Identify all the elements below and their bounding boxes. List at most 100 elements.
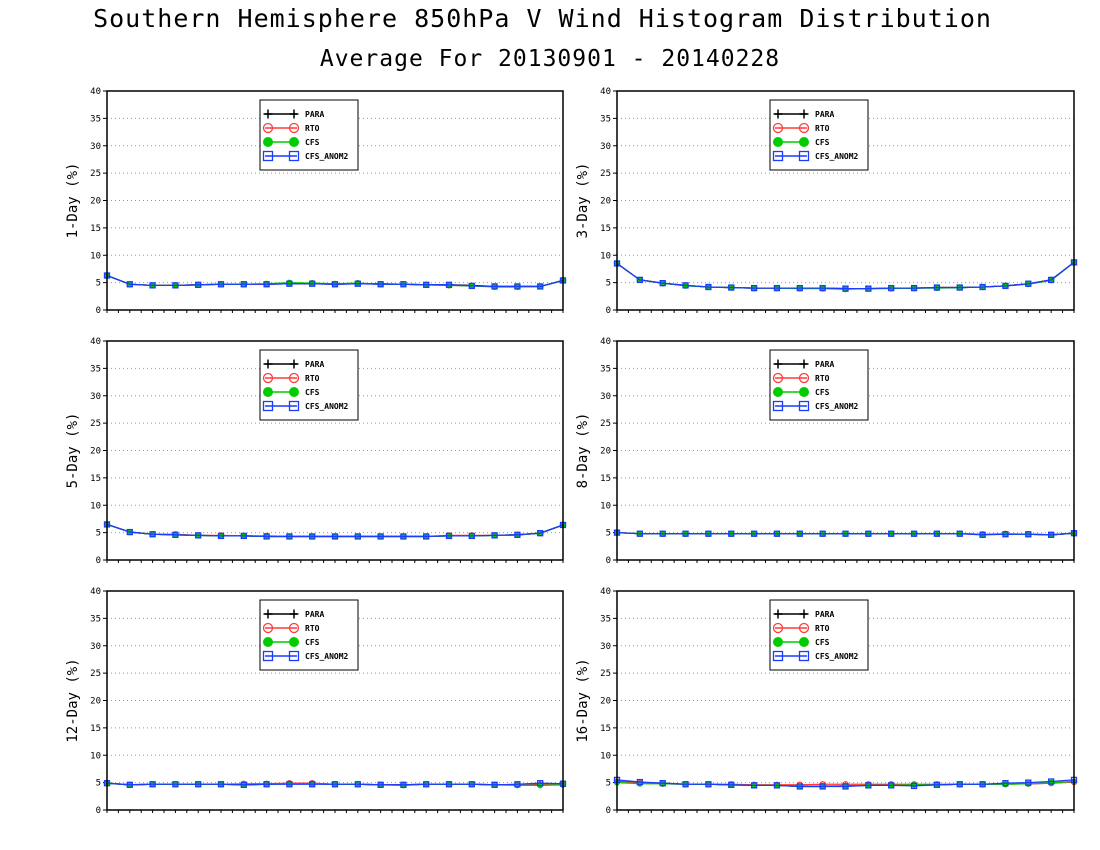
point-cfs_anom2 (979, 283, 986, 291)
panel-2: 0 5 10 15 20 25 30 35 40 3-Day (%) PARA RTO CFS CFS_A… (575, 87, 1078, 316)
point-cfs_anom2 (933, 284, 941, 291)
y-tick-label: 10 (90, 751, 101, 761)
point-cfs_anom2 (149, 531, 156, 538)
y-tick-label: 30 (600, 392, 611, 402)
point-cfs_anom2 (910, 782, 918, 790)
legend: PARA RTO CFS CFS_ANOM2 (769, 599, 869, 671)
y-tick-label: 20 (600, 447, 611, 457)
point-cfs_anom2 (149, 282, 156, 289)
point-cfs_anom2 (705, 530, 712, 537)
y-tick-label: 0 (606, 556, 611, 566)
point-cfs_anom2 (1002, 282, 1009, 290)
point-cfs_anom2 (263, 533, 270, 540)
y-tick-label: 25 (600, 419, 611, 429)
chart-title: Southern Hemisphere 850hPa V Wind Histog… (93, 4, 992, 33)
legend-item-cfs_anom2: CFS_ANOM2 (262, 650, 349, 662)
legend: PARA RTO CFS CFS_ANOM2 (259, 99, 359, 171)
point-cfs_anom2 (910, 530, 918, 537)
panel-5: 0 5 10 15 20 25 30 35 40 12-Day (%) PARA RTO CFS CFS_… (65, 587, 567, 816)
legend-box (259, 99, 359, 171)
point-cfs_anom2 (286, 781, 293, 788)
legend: PARA RTO CFS CFS_ANOM2 (769, 349, 869, 421)
y-tick-label: 0 (96, 806, 101, 816)
point-cfs_anom2 (636, 276, 643, 284)
point-cfs_anom2 (705, 283, 712, 291)
legend-item-cfs: CFS (263, 637, 320, 647)
point-cfs_anom2 (796, 284, 803, 292)
point-cfs_anom2 (445, 281, 453, 288)
point-cfs_anom2 (819, 783, 826, 790)
point-cfs_anom2 (491, 532, 498, 539)
legend-label: CFS (815, 638, 830, 647)
legend-item-rto: RTO (772, 122, 830, 134)
point-cfs_anom2 (842, 285, 849, 292)
y-tick-label: 15 (90, 224, 101, 234)
legend-item-cfs_anom2: CFS_ANOM2 (772, 400, 859, 412)
point-cfs_anom2 (400, 781, 407, 788)
y-tick-label: 15 (600, 474, 611, 484)
legend-label: RTO (305, 124, 320, 133)
legend-box (769, 349, 869, 421)
point-cfs_anom2 (773, 530, 781, 537)
point-cfs_anom2 (888, 530, 895, 537)
point-cfs_anom2 (331, 781, 339, 788)
legend-item-para: PARA (263, 609, 324, 619)
point-cfs_anom2 (445, 781, 453, 788)
plot-frame (616, 590, 1075, 811)
legend-item-cfs_anom2: CFS_ANOM2 (772, 650, 859, 662)
point-cfs_anom2 (126, 781, 133, 788)
point-cfs_anom2 (423, 533, 430, 540)
point-cfs_anom2 (636, 530, 643, 537)
legend-label: PARA (815, 360, 834, 369)
point-cfs_anom2 (445, 532, 453, 540)
chart-subtitle: Average For 20130901 - 20140228 (319, 46, 781, 72)
point-cfs_anom2 (331, 533, 339, 540)
legend-item-cfs: CFS (773, 387, 830, 397)
legend-item-rto: RTO (772, 622, 830, 634)
point-cfs_anom2 (750, 530, 758, 537)
point-cfs_anom2 (773, 782, 781, 789)
point-cfs_anom2 (750, 782, 758, 789)
point-cfs_anom2 (865, 285, 872, 292)
point-cfs_anom2 (1002, 780, 1009, 787)
y-tick-label: 35 (600, 614, 611, 624)
legend-item-para: PARA (773, 109, 834, 119)
point-cfs_anom2 (1048, 531, 1055, 538)
point-cfs_anom2 (240, 281, 247, 288)
y-tick-label: 0 (606, 806, 611, 816)
y-tick-label: 5 (606, 529, 611, 539)
point-cfs_anom2 (819, 284, 826, 292)
point-cfs_anom2 (354, 533, 361, 540)
y-tick-label: 0 (606, 306, 611, 316)
y-tick-label: 30 (90, 642, 101, 652)
point-cfs_anom2 (468, 282, 475, 290)
y-tick-label: 40 (600, 587, 611, 597)
y-axis-label: 8-Day (%) (575, 413, 591, 489)
y-tick-label: 15 (90, 724, 101, 734)
point-cfs_anom2 (514, 781, 521, 788)
point-cfs_anom2 (354, 781, 361, 788)
point-cfs_anom2 (659, 280, 666, 287)
y-tick-label: 30 (90, 392, 101, 402)
point-cfs_anom2 (956, 530, 963, 537)
panel-4: 0 5 10 15 20 25 30 35 40 8-Day (%) PARA RTO CFS CFS_A… (575, 337, 1078, 566)
point-cfs_anom2 (1025, 531, 1032, 538)
y-tick-label: 35 (90, 114, 101, 124)
point-cfs_anom2 (933, 781, 941, 788)
point-cfs_anom2 (286, 280, 293, 287)
y-tick-label: 25 (600, 169, 611, 179)
y-tick-label: 35 (600, 114, 611, 124)
y-tick-label: 30 (600, 142, 611, 152)
legend-label: CFS (305, 138, 320, 147)
y-tick-label: 10 (90, 251, 101, 261)
y-tick-label: 40 (600, 87, 611, 97)
y-tick-label: 5 (96, 279, 101, 289)
point-cfs_anom2 (468, 532, 475, 540)
point-cfs_anom2 (773, 284, 781, 292)
y-tick-label: 5 (96, 779, 101, 789)
plot-frame (106, 90, 564, 311)
point-cfs_anom2 (309, 280, 316, 287)
legend-label: CFS_ANOM2 (305, 402, 349, 411)
point-cfs_anom2 (377, 281, 384, 288)
